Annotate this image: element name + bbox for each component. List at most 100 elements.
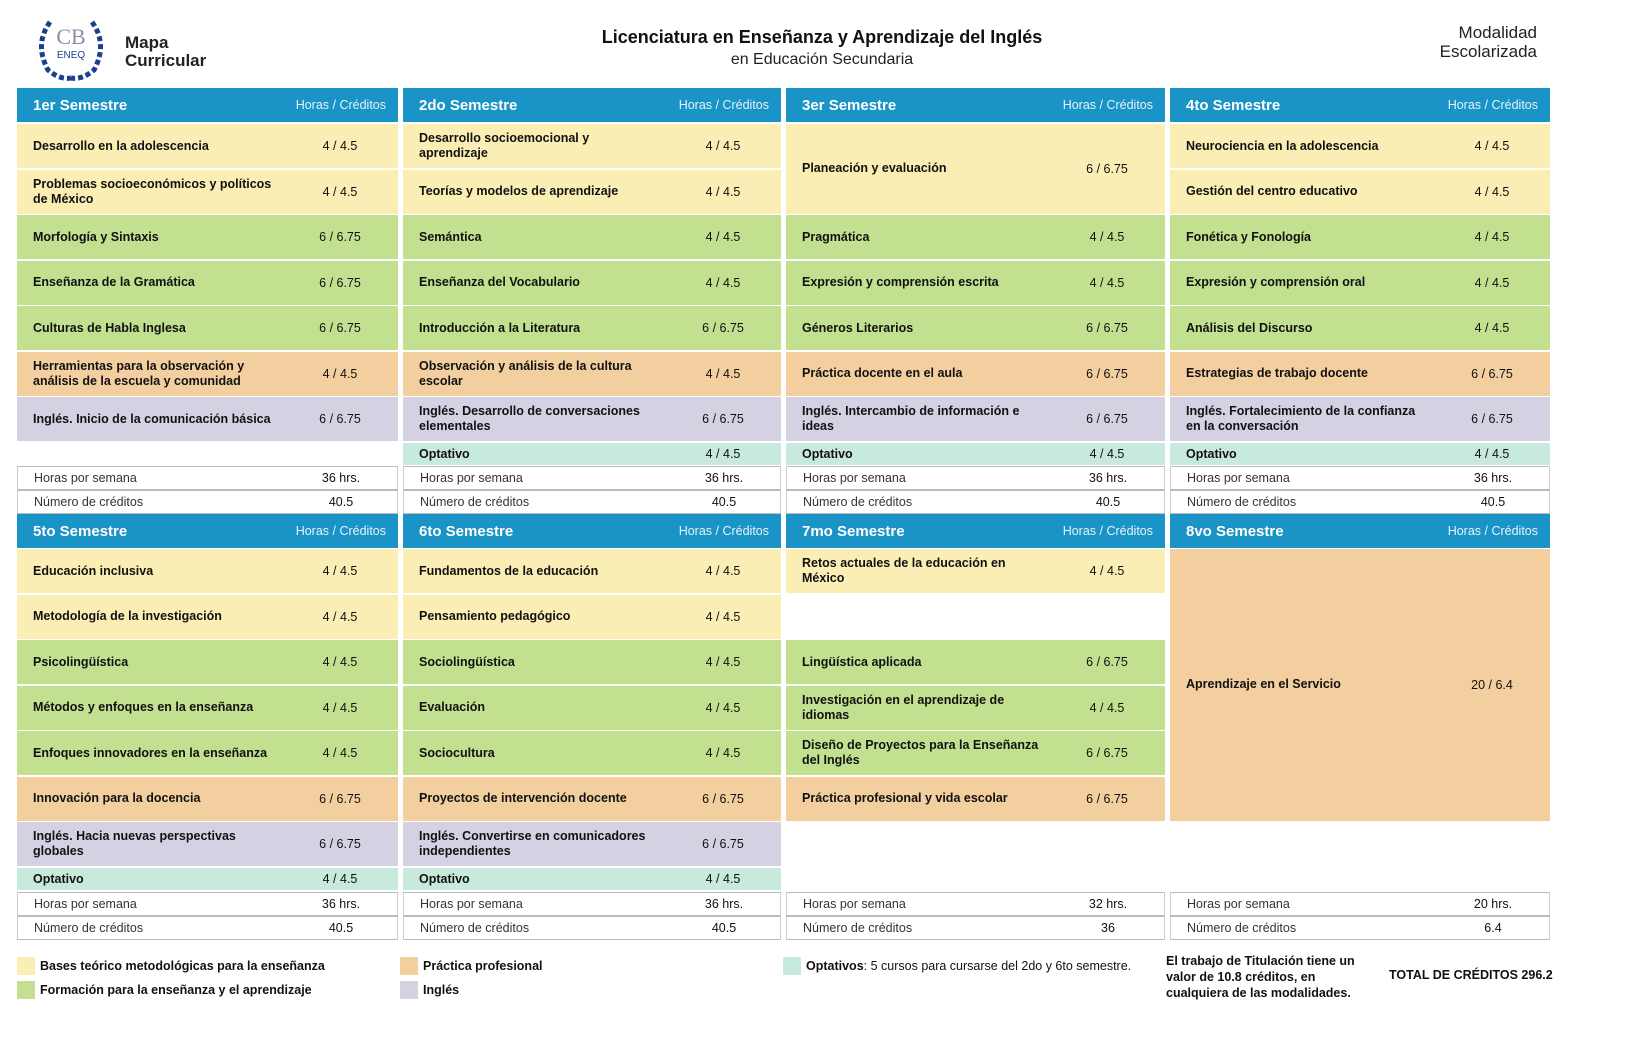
summary-row: Horas por semana 36 hrs. xyxy=(17,892,398,916)
course-name: Fonética y Fonología xyxy=(1186,229,1312,244)
summary-value: 36 hrs. xyxy=(1088,471,1128,485)
modality-line: Modalidad xyxy=(1458,23,1537,42)
course-cell: Teorías y modelos de aprendizaje 4 / 4.5 xyxy=(403,169,781,214)
course-hours: 6 / 6.75 xyxy=(1086,791,1128,806)
course-cell: Pensamiento pedagógico 4 / 4.5 xyxy=(403,594,781,639)
legend-item: Bases teórico metodológicas para la ense… xyxy=(40,959,325,973)
course-cell: Enfoques innovadores en la enseñanza 4 / … xyxy=(17,731,398,775)
summary-row: Número de créditos 36 xyxy=(786,916,1165,940)
course-name: Práctica profesional y vida escolar xyxy=(802,791,1008,805)
summary-row: Horas por semana 36 hrs. xyxy=(786,466,1165,490)
modality: Modalidad Escolarizada xyxy=(1380,23,1537,61)
course-hours: 6 / 6.75 xyxy=(319,321,361,335)
course-name: Teorías y modelos de aprendizaje xyxy=(419,184,619,198)
summary-row: Horas por semana 36 hrs. xyxy=(403,892,781,916)
course-cell: Proyectos de intervención docente 6 / 6.7… xyxy=(403,776,781,821)
course-hours: 6 / 6.75 xyxy=(1086,366,1128,381)
summary-value: 32 hrs. xyxy=(1088,897,1128,911)
summary-row: Número de créditos 40.5 xyxy=(17,490,398,514)
summary-label: Horas por semana xyxy=(34,897,137,911)
course-cell: Morfología y Sintaxis 6 / 6.75 xyxy=(17,215,398,259)
summary-value: 6.4 xyxy=(1484,921,1502,935)
course-name: Innovación para la docencia xyxy=(33,791,201,805)
course-hours: 6 / 6.75 xyxy=(702,412,744,426)
course-hours: 4 / 4.5 xyxy=(1089,700,1125,715)
course-cell: Expresión y comprensión escrita 4 / 4.5 xyxy=(786,260,1165,305)
course-cell: Análisis del Discurso 4 / 4.5 xyxy=(1170,306,1550,350)
course-hours: 20 / 6.4 xyxy=(1471,677,1513,692)
course-hours: 4 / 4.5 xyxy=(322,700,358,715)
course-hours: 4 / 4.5 xyxy=(322,366,358,381)
course-hours: 6 / 6.75 xyxy=(1086,655,1128,669)
summary-row: Número de créditos 40.5 xyxy=(403,490,781,514)
course-name: Práctica docente en el aula xyxy=(802,366,963,380)
course-name: Desarrollo socioemocional y aprendizaje xyxy=(419,131,590,160)
course-hours: 4 / 4.5 xyxy=(322,655,358,669)
course-name: Estrategias de trabajo docente xyxy=(1186,366,1369,380)
semester-name: 8vo Semestre xyxy=(1186,522,1284,540)
summary-row: Horas por semana 36 hrs. xyxy=(403,466,781,490)
optional-name: Optativo xyxy=(1186,446,1237,461)
doc-title: Mapa Curricular xyxy=(125,33,207,70)
course-cell: Psicolingüística 4 / 4.5 xyxy=(17,640,398,684)
column-header: Horas / Créditos xyxy=(678,524,769,538)
course-cell: Retos actuales de la educación en México… xyxy=(786,549,1165,593)
course-hours: 6 / 6.75 xyxy=(319,412,361,426)
course-hours: 6 / 6.75 xyxy=(319,230,361,244)
semester-header: 4to Semestre Horas / Créditos xyxy=(1170,88,1550,122)
course-cell: Aprendizaje en el Servicio 20 / 6.4 xyxy=(1170,549,1550,821)
legend-swatch xyxy=(17,957,35,975)
course-name: Enseñanza de la Gramática xyxy=(33,275,195,289)
modality-line: Escolarizada xyxy=(1439,42,1537,61)
summary-label: Número de créditos xyxy=(34,921,144,935)
course-name: Géneros Literarios xyxy=(802,320,914,335)
course-name: Investigación en el aprendizaje de idiom… xyxy=(802,692,1005,722)
course-name: Evaluación xyxy=(419,700,485,714)
course-name: Pragmática xyxy=(802,229,870,244)
summary-value: 36 hrs. xyxy=(704,897,744,911)
legend-detail: : 5 cursos para cursarse del 2do y 6to s… xyxy=(863,959,1132,973)
summary-label: Horas por semana xyxy=(420,897,523,911)
summary-label: Horas por semana xyxy=(1187,897,1290,911)
optional-cell: Optativo 4 / 4.5 xyxy=(786,443,1165,465)
optional-name: Optativo xyxy=(419,871,470,886)
course-name: Análisis del Discurso xyxy=(1186,320,1313,335)
course-cell: Inglés. Inicio de la comunicación básica… xyxy=(17,397,398,441)
summary-label: Horas por semana xyxy=(803,897,906,911)
summary-value: 36 hrs. xyxy=(321,897,361,911)
optional-cell: Optativo 4 / 4.5 xyxy=(17,868,398,890)
column-header: Horas / Créditos xyxy=(1062,98,1153,112)
legend-label: Optativos xyxy=(806,959,864,973)
course-name: Herramientas para la observación y análi… xyxy=(33,358,245,388)
summary-row: Número de créditos 40.5 xyxy=(786,490,1165,514)
course-cell: Inglés. Intercambio de información e ide… xyxy=(786,397,1165,441)
column-header: Horas / Créditos xyxy=(1062,524,1153,538)
course-cell: Práctica docente en el aula 6 / 6.75 xyxy=(786,351,1165,396)
course-name: Fundamentos de la educación xyxy=(419,563,599,578)
course-name: Inglés. Desarrollo de conversaciones ele… xyxy=(419,404,640,433)
logo: CB ENEQ xyxy=(39,20,103,81)
course-hours: 4 / 4.5 xyxy=(705,564,741,578)
course-hours: 4 / 4.5 xyxy=(322,609,358,624)
semester-name: 5to Semestre xyxy=(33,522,128,540)
course-name: Proyectos de intervención docente xyxy=(419,791,627,805)
semester-header: 7mo Semestre Horas / Créditos xyxy=(786,514,1165,548)
summary-value: 36 hrs. xyxy=(321,471,361,485)
course-hours: 4 / 4.5 xyxy=(1474,321,1510,335)
summary-value: 20 hrs. xyxy=(1473,897,1513,911)
summary-label: Número de créditos xyxy=(34,495,144,509)
summary-row: Horas por semana 20 hrs. xyxy=(1170,892,1550,916)
semester-name: 6to Semestre xyxy=(419,522,514,540)
course-name: Retos actuales de la educación en México xyxy=(802,556,1006,585)
course-hours: 6 / 6.75 xyxy=(319,275,361,290)
course-name: Inglés. Intercambio de información e ide… xyxy=(802,404,1020,433)
legend-item: Formación para la enseñanza y el aprendi… xyxy=(40,983,312,997)
course-hours: 6 / 6.75 xyxy=(702,321,744,335)
course-hours: 4 / 4.5 xyxy=(322,184,358,199)
course-cell: Enseñanza de la Gramática 6 / 6.75 xyxy=(17,260,398,305)
course-cell: Práctica profesional y vida escolar 6 / 6… xyxy=(786,776,1165,821)
summary-row: Número de créditos 6.4 xyxy=(1170,916,1550,940)
column-header: Horas / Créditos xyxy=(1447,98,1538,112)
course-name: Psicolingüística xyxy=(33,654,129,669)
course-hours: 4 / 4.5 xyxy=(705,700,741,715)
